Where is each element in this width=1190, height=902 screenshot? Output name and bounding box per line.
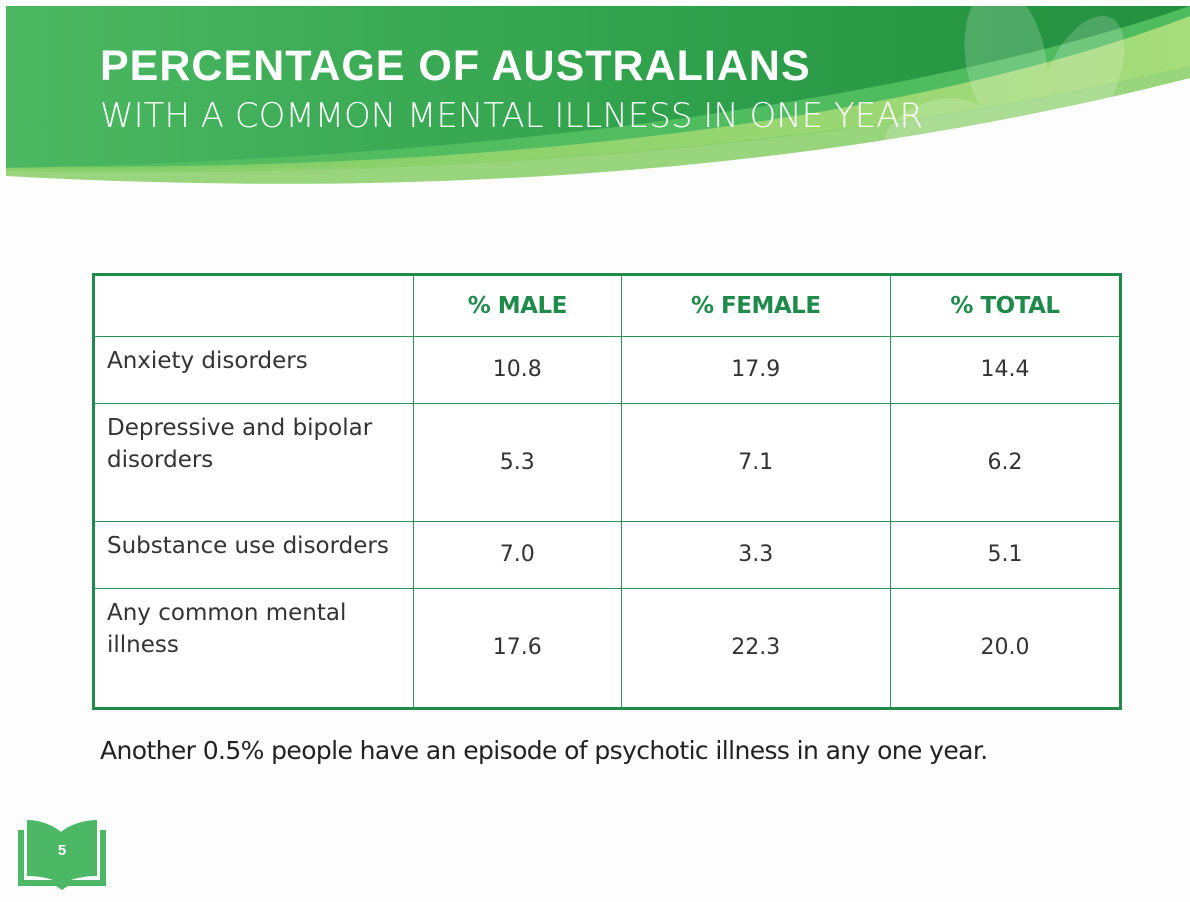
cell-total: 5.1 — [889, 521, 1122, 589]
row-label: Anxiety disorders — [93, 336, 414, 404]
header-female: % FEMALE — [620, 274, 891, 337]
footnote: Another 0.5% people have an episode of p… — [100, 736, 988, 765]
table-row: Depressive and bipolar disorders 5.3 7.1… — [93, 402, 1122, 523]
cell-male: 7.0 — [413, 521, 622, 589]
header-male: % MALE — [413, 274, 622, 337]
cell-male: 17.6 — [413, 587, 622, 710]
cell-total: 14.4 — [889, 336, 1122, 404]
slide-subtitle: WITH A COMMON MENTAL ILLNESS IN ONE YEAR — [100, 96, 924, 136]
page-number: 5 — [57, 842, 67, 859]
open-book-icon — [18, 820, 106, 890]
banner-wave-graphic — [6, 6, 1190, 206]
cell-female: 22.3 — [620, 587, 891, 710]
table-row: Substance use disorders 7.0 3.3 5.1 — [93, 521, 1122, 589]
header-blank — [93, 274, 414, 337]
table-row: Anxiety disorders 10.8 17.9 14.4 — [93, 336, 1122, 404]
cell-male: 10.8 — [413, 336, 622, 404]
slide-title: PERCENTAGE OF AUSTRALIANS — [100, 42, 811, 90]
header-total: % TOTAL — [889, 274, 1122, 337]
table-row: Any common mental illness 17.6 22.3 20.0 — [93, 587, 1122, 710]
cell-female: 17.9 — [620, 336, 891, 404]
table-header-row: % MALE % FEMALE % TOTAL — [93, 274, 1122, 337]
cell-total: 6.2 — [889, 402, 1122, 523]
row-label: Substance use disorders — [93, 521, 414, 589]
header-banner — [6, 6, 1190, 206]
mental-illness-table: % MALE % FEMALE % TOTAL Anxiety disorder… — [92, 273, 1122, 710]
row-label: Depressive and bipolar disorders — [93, 402, 414, 523]
cell-male: 5.3 — [413, 402, 622, 523]
cell-female: 3.3 — [620, 521, 891, 589]
row-label: Any common mental illness — [93, 587, 414, 710]
cell-female: 7.1 — [620, 402, 891, 523]
cell-total: 20.0 — [889, 587, 1122, 710]
